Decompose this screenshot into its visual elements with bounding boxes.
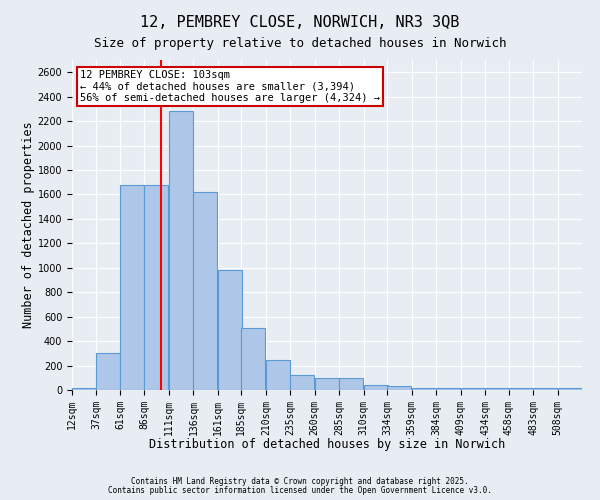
Text: Contains HM Land Registry data © Crown copyright and database right 2025.: Contains HM Land Registry data © Crown c… <box>131 477 469 486</box>
Bar <box>533 388 557 390</box>
Bar <box>461 388 485 390</box>
Text: Size of property relative to detached houses in Norwich: Size of property relative to detached ho… <box>94 38 506 51</box>
Bar <box>97 354 121 390</box>
Bar <box>509 388 533 390</box>
Bar <box>145 184 169 390</box>
Bar <box>412 388 436 390</box>
Bar <box>169 112 193 390</box>
Bar <box>266 360 290 390</box>
Bar <box>218 270 242 390</box>
Bar <box>120 184 144 390</box>
Bar <box>485 388 509 390</box>
Text: 12, PEMBREY CLOSE, NORWICH, NR3 3QB: 12, PEMBREY CLOSE, NORWICH, NR3 3QB <box>140 15 460 30</box>
Y-axis label: Number of detached properties: Number of detached properties <box>22 122 35 328</box>
Bar <box>241 328 265 390</box>
Bar <box>364 385 388 390</box>
Bar <box>315 378 339 390</box>
Bar <box>193 192 217 390</box>
Bar <box>436 388 460 390</box>
Bar <box>72 388 96 390</box>
Bar <box>339 378 363 390</box>
Bar <box>557 388 581 390</box>
Bar <box>290 374 314 390</box>
Text: Contains public sector information licensed under the Open Government Licence v3: Contains public sector information licen… <box>108 486 492 495</box>
X-axis label: Distribution of detached houses by size in Norwich: Distribution of detached houses by size … <box>149 438 505 451</box>
Text: 12 PEMBREY CLOSE: 103sqm
← 44% of detached houses are smaller (3,394)
56% of sem: 12 PEMBREY CLOSE: 103sqm ← 44% of detach… <box>80 70 380 103</box>
Bar <box>387 386 411 390</box>
